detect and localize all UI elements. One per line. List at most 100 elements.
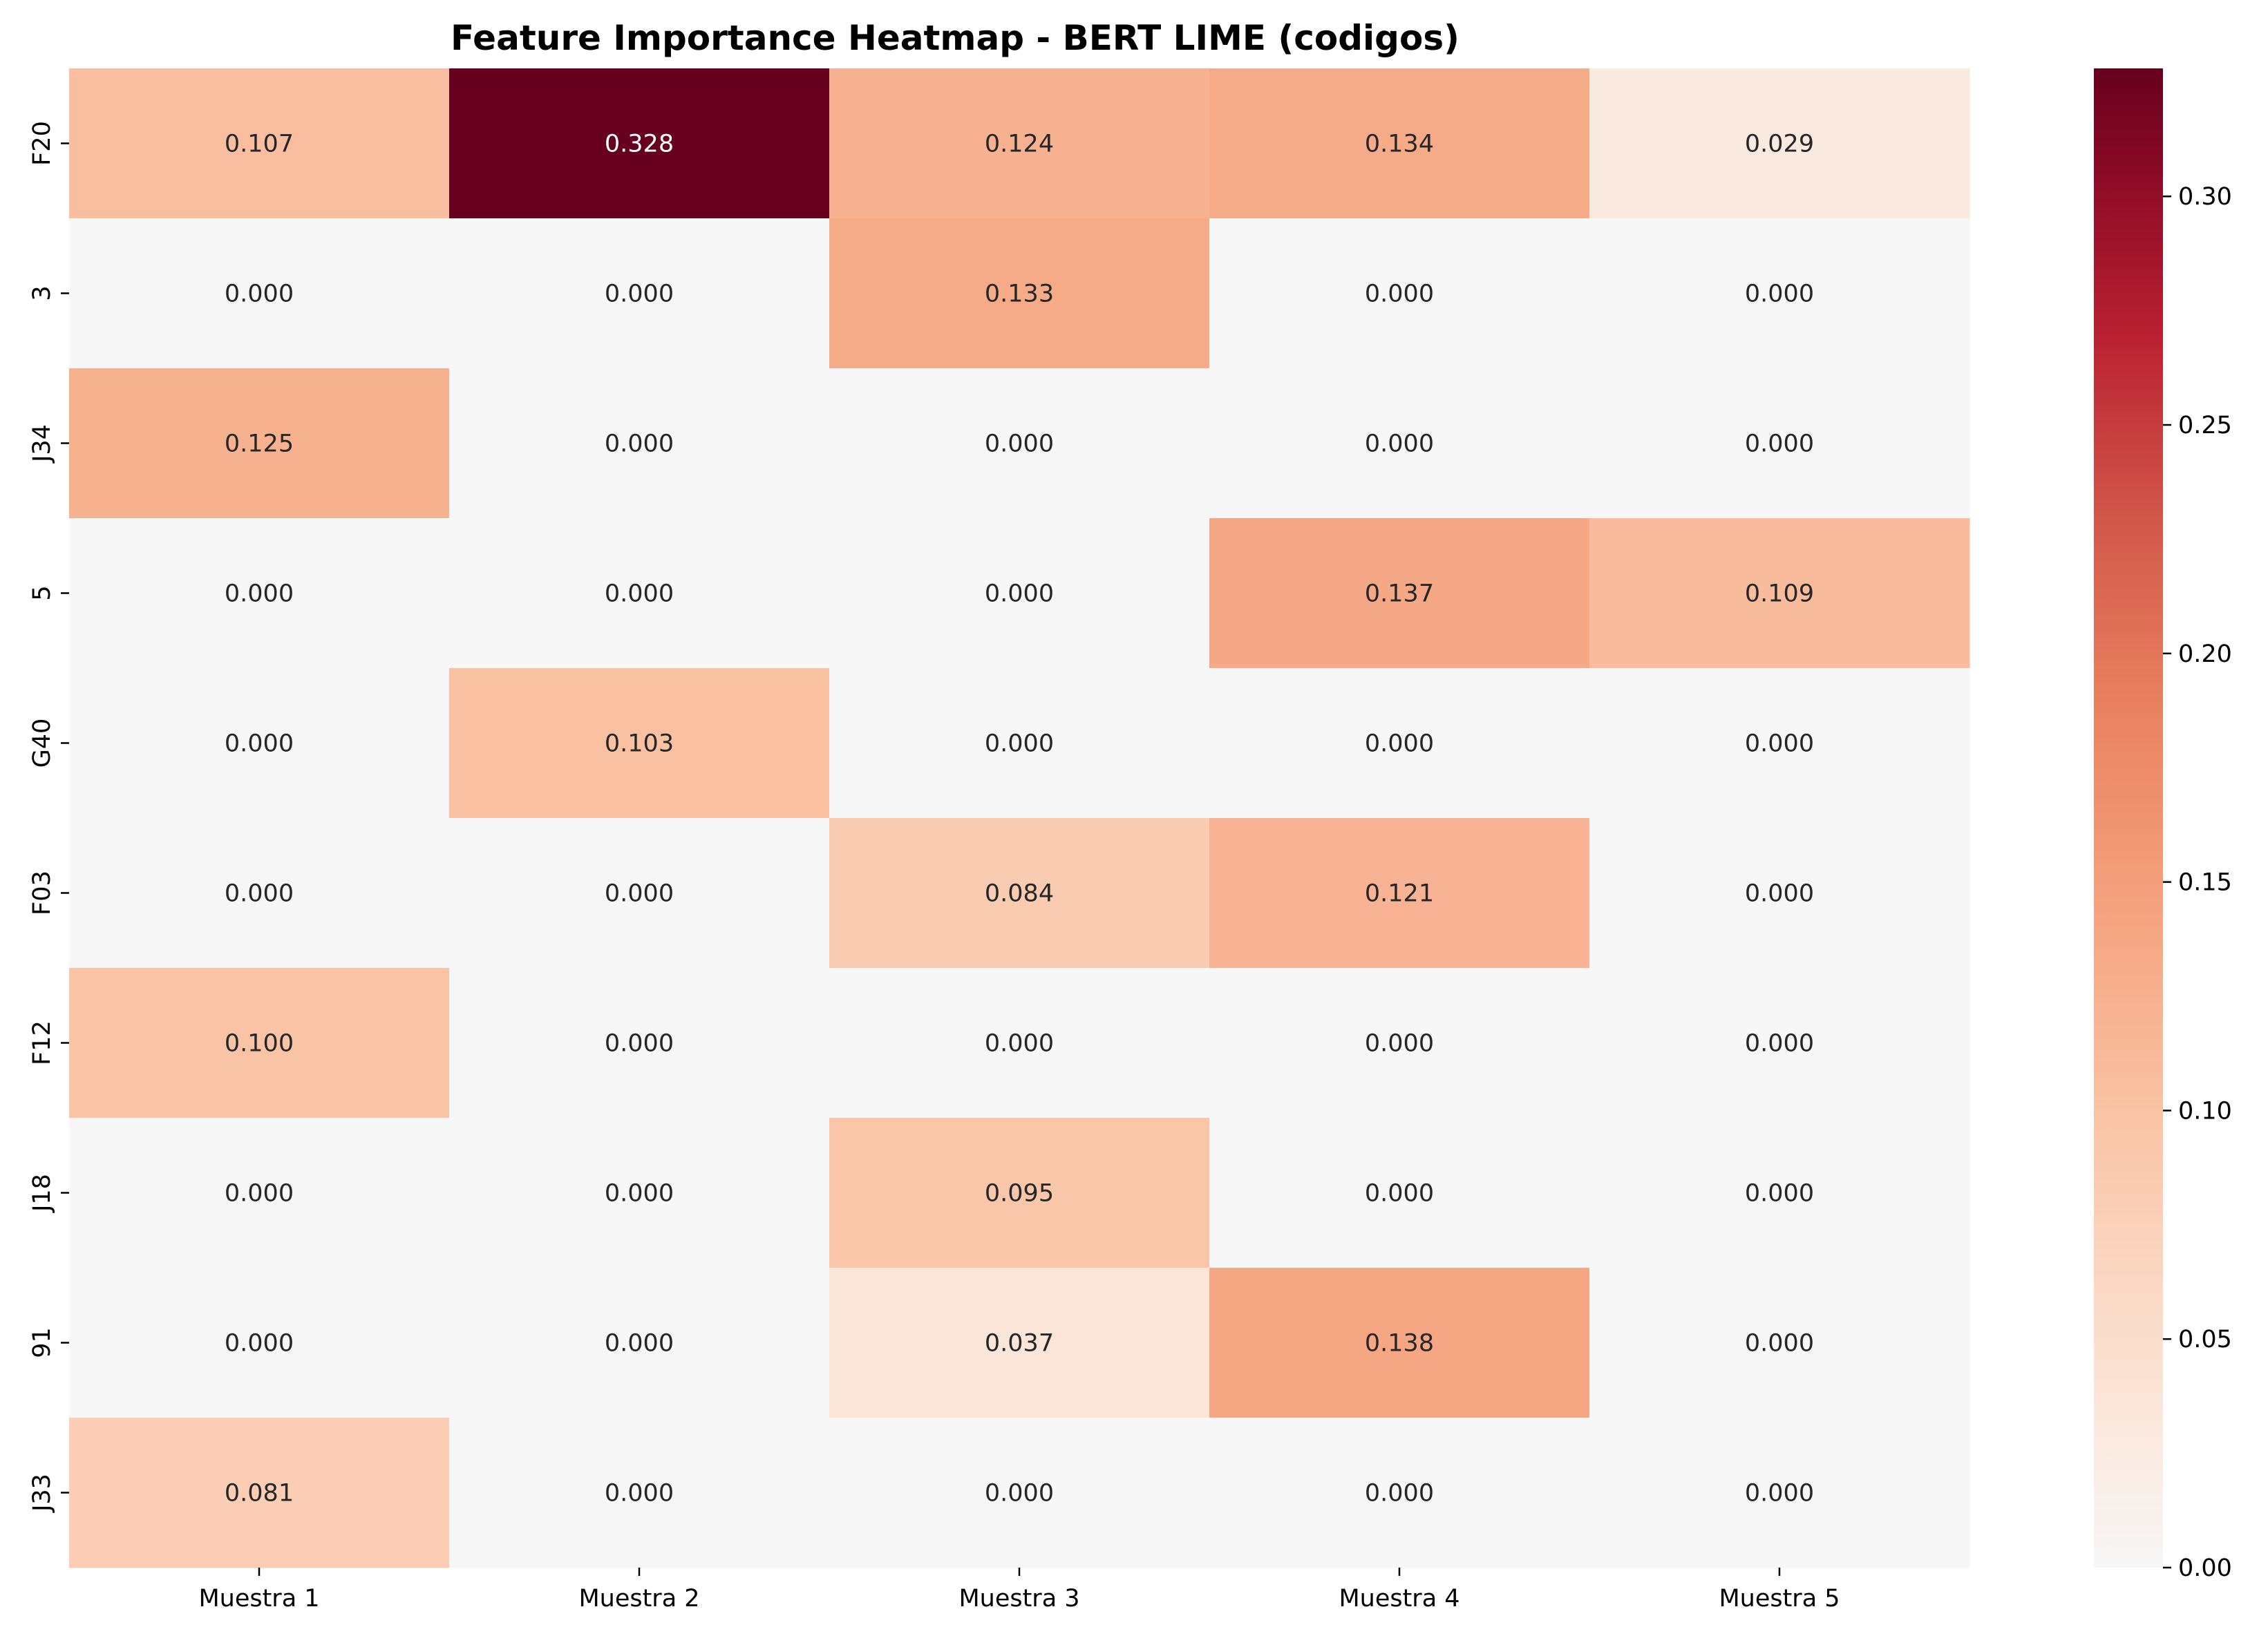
cell-value-label-r3-c2: 0.000: [985, 580, 1054, 608]
cell-value-label-r9-c2: 0.000: [985, 1480, 1054, 1507]
x-axis: Muestra 1 Muestra 2 Muestra 3 Muestra 4 Mues…: [198, 1568, 1840, 1613]
chart-title: Feature Importance Heatmap - BERT LIME (…: [451, 18, 1459, 58]
cell-value-label-r6-c4: 0.000: [1745, 1030, 1814, 1058]
colorbar: 0.00 0.05 0.10 0.15 0.20 0.25 0.30: [2094, 68, 2232, 1582]
heatmap-cells: [69, 68, 1970, 1568]
heatmap-cell-r0-c1: [449, 68, 830, 219]
heatmap-cell-r2-c4: [1589, 368, 1970, 519]
cell-value-label-r3-c4: 0.109: [1745, 580, 1814, 608]
heatmap-cell-r9-c2: [829, 1418, 1210, 1568]
cell-value-label-r5-c1: 0.000: [605, 880, 674, 908]
heatmap-cell-r3-c2: [829, 518, 1210, 669]
cell-value-label-r9-c0: 0.081: [225, 1480, 294, 1507]
cell-value-label-r4-c0: 0.000: [225, 730, 294, 758]
cell-value-label-r6-c1: 0.000: [605, 1030, 674, 1058]
y-tick-label-2: J34: [28, 424, 56, 464]
heatmap-cell-r7-c1: [449, 1118, 830, 1268]
cell-value-label-r9-c3: 0.000: [1365, 1480, 1434, 1507]
cell-value-label-r1-c1: 0.000: [605, 280, 674, 308]
heatmap-cell-r6-c3: [1209, 968, 1590, 1119]
heatmap-cell-r4-c0: [69, 668, 450, 819]
colorbar-gradient: [2094, 68, 2163, 1568]
heatmap-cell-r8-c1: [449, 1268, 830, 1418]
heatmap-cell-r4-c3: [1209, 668, 1590, 819]
heatmap-cell-r3-c0: [69, 518, 450, 669]
heatmap-cell-r1-c0: [69, 218, 450, 369]
cell-value-label-r5-c4: 0.000: [1745, 880, 1814, 908]
y-tick-label-5: F03: [28, 871, 56, 915]
heatmap-cell-r7-c4: [1589, 1118, 1970, 1268]
y-tick-label-8: 91: [28, 1327, 56, 1358]
cell-value-label-r1-c2: 0.133: [985, 280, 1054, 308]
x-tick-label-0: Muestra 1: [198, 1585, 319, 1613]
heatmap-cell-r9-c0: [69, 1418, 450, 1568]
heatmap-cell-r5-c0: [69, 818, 450, 969]
colorbar-tick-label-2: 0.10: [2178, 1097, 2232, 1125]
heatmap-cell-r1-c4: [1589, 218, 1970, 369]
y-tick-label-4: G40: [28, 719, 56, 768]
cell-value-label-r1-c3: 0.000: [1365, 280, 1434, 308]
colorbar-tick-label-6: 0.30: [2178, 183, 2232, 211]
cell-value-label-r4-c1: 0.103: [605, 730, 674, 758]
cell-value-label-r8-c1: 0.000: [605, 1330, 674, 1358]
cell-value-label-r0-c4: 0.029: [1745, 131, 1814, 158]
heatmap-cell-r8-c3: [1209, 1268, 1590, 1418]
y-tick-label-7: J18: [28, 1174, 56, 1213]
heatmap-cell-r6-c2: [829, 968, 1210, 1119]
cell-value-label-r7-c4: 0.000: [1745, 1180, 1814, 1208]
heatmap-cell-r4-c1: [449, 668, 830, 819]
y-tick-label-9: J33: [28, 1474, 56, 1513]
cell-value-label-r9-c4: 0.000: [1745, 1480, 1814, 1507]
heatmap-cell-r3-c3: [1209, 518, 1590, 669]
y-tick-label-0: F20: [28, 121, 56, 166]
heatmap-cell-r1-c1: [449, 218, 830, 369]
cell-value-label-r0-c1: 0.328: [605, 131, 674, 158]
heatmap-cell-r8-c2: [829, 1268, 1210, 1418]
heatmap-cell-r1-c2: [829, 218, 1210, 369]
cell-value-label-r8-c3: 0.138: [1365, 1330, 1434, 1358]
cell-value-label-r6-c2: 0.000: [985, 1030, 1054, 1058]
heatmap-cell-r2-c3: [1209, 368, 1590, 519]
cell-value-label-r3-c0: 0.000: [225, 580, 294, 608]
colorbar-tick-label-0: 0.00: [2178, 1554, 2232, 1582]
heatmap-cell-r5-c1: [449, 818, 830, 969]
cell-value-label-r8-c4: 0.000: [1745, 1330, 1814, 1358]
heatmap-cell-r4-c4: [1589, 668, 1970, 819]
heatmap-cell-r1-c3: [1209, 218, 1590, 369]
heatmap-cell-r7-c0: [69, 1118, 450, 1268]
cell-value-label-r9-c1: 0.000: [605, 1480, 674, 1507]
y-tick-label-6: F12: [28, 1020, 56, 1065]
heatmap-cell-r2-c2: [829, 368, 1210, 519]
heatmap-cell-r8-c0: [69, 1268, 450, 1418]
cell-value-label-r6-c0: 0.100: [225, 1030, 294, 1058]
cell-value-label-r2-c4: 0.000: [1745, 430, 1814, 458]
heatmap-cell-r6-c0: [69, 968, 450, 1119]
cell-value-label-r6-c3: 0.000: [1365, 1030, 1434, 1058]
x-tick-label-4: Muestra 5: [1719, 1585, 1840, 1613]
heatmap-cell-labels: 0.107 0.328 0.124 0.134 0.029 0.000 0.000 0.133…: [225, 131, 1814, 1507]
heatmap-cell-r8-c4: [1589, 1268, 1970, 1418]
heatmap-cell-r9-c3: [1209, 1418, 1590, 1568]
colorbar-tick-label-4: 0.20: [2178, 640, 2232, 668]
cell-value-label-r1-c0: 0.000: [225, 280, 294, 308]
x-tick-label-3: Muestra 4: [1339, 1585, 1459, 1613]
x-tick-label-1: Muestra 2: [578, 1585, 699, 1613]
cell-value-label-r5-c0: 0.000: [225, 880, 294, 908]
heatmap-cell-r6-c4: [1589, 968, 1970, 1119]
cell-value-label-r7-c2: 0.095: [985, 1180, 1054, 1208]
cell-value-label-r0-c3: 0.134: [1365, 131, 1434, 158]
cell-value-label-r4-c4: 0.000: [1745, 730, 1814, 758]
cell-value-label-r7-c0: 0.000: [225, 1180, 294, 1208]
cell-value-label-r8-c0: 0.000: [225, 1330, 294, 1358]
heatmap-cell-r5-c3: [1209, 818, 1590, 969]
heatmap-cell-r7-c3: [1209, 1118, 1590, 1268]
cell-value-label-r8-c2: 0.037: [985, 1330, 1054, 1358]
heatmap-cell-r5-c2: [829, 818, 1210, 969]
heatmap-cell-r6-c1: [449, 968, 830, 1119]
cell-value-label-r2-c2: 0.000: [985, 430, 1054, 458]
cell-value-label-r3-c3: 0.137: [1365, 580, 1434, 608]
y-axis: F20 3 J34 5 G40 F03 F12 J18 91 J33: [28, 121, 69, 1513]
cell-value-label-r2-c0: 0.125: [225, 430, 294, 458]
heatmap-cell-r9-c1: [449, 1418, 830, 1568]
